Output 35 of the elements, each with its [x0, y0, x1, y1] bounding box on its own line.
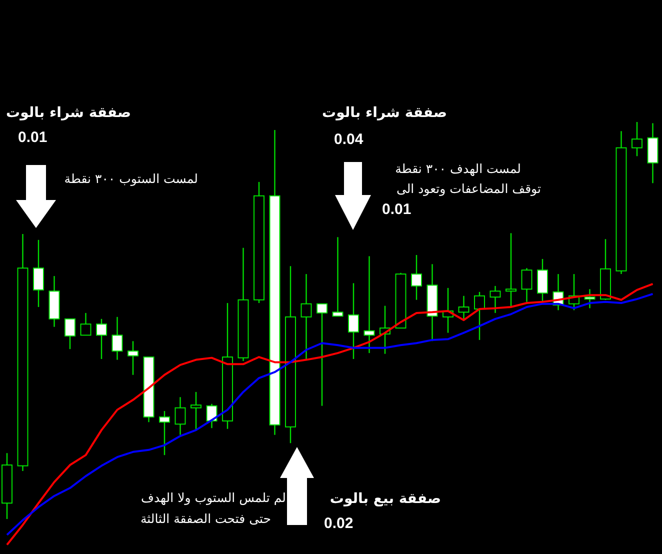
annotation: 0.04 [334, 131, 364, 148]
candlestick [632, 121, 642, 157]
candlestick [159, 410, 170, 456]
annotation: 0.01 [18, 129, 48, 146]
candlestick [458, 295, 470, 321]
candlestick [537, 258, 548, 302]
candlestick [64, 318, 76, 350]
candlestick [174, 396, 186, 436]
candlestick [521, 267, 532, 302]
candlestick [112, 316, 123, 360]
candlestick [332, 236, 344, 317]
candlestick [411, 254, 422, 300]
text: صفقة شراء بالوت [6, 105, 131, 121]
annotation: توقف المضاعفات وتعود الى [396, 181, 542, 197]
annotation: لمست الهدف ٣٠٠ نقطة [395, 161, 521, 177]
candlestick [33, 239, 44, 308]
candlestick [96, 318, 107, 360]
annotation: لم تلمس الستوب ولا الهدف [141, 490, 286, 506]
candlestick [474, 291, 485, 341]
annotation: صفقة بيع بالوت [330, 491, 441, 507]
candlestick [490, 285, 501, 314]
candlestick [364, 256, 375, 354]
candlestick [348, 282, 359, 360]
annotation: 0.01 [382, 201, 412, 218]
candlestick [300, 273, 312, 360]
annotation: حتى فتحت الصفقة الثالثة [140, 511, 271, 526]
candlestick [128, 340, 138, 376]
annotation: 0.02 [324, 515, 354, 532]
annotation: لمست الستوب ٣٠٠ نقطة [64, 171, 198, 187]
text: صفقة شراء بالوت [322, 105, 447, 121]
candlestick [584, 288, 596, 309]
candlestick [190, 391, 202, 431]
candlestick [506, 232, 516, 308]
candlestick [316, 303, 328, 406]
candlestick [80, 312, 92, 336]
